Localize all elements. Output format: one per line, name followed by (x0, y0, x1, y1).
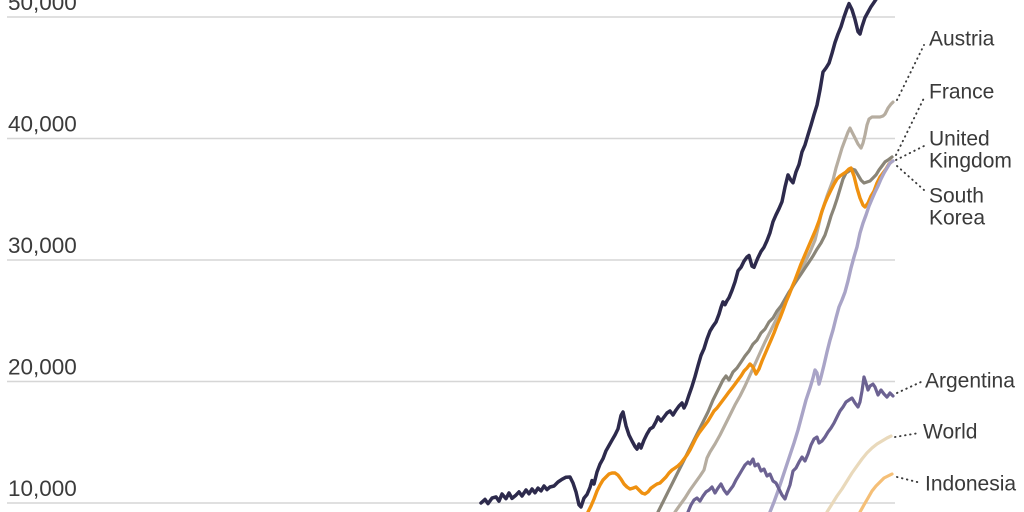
y-tick-label-50000: 50,000 (8, 0, 77, 15)
series-label-united-kingdom-line2: Kingdom (929, 150, 1012, 173)
series-label-indonesia: Indonesia (925, 473, 1016, 496)
series-label-south-korea-line2: Korea (929, 207, 985, 230)
line-unlabeled-top (479, 0, 878, 509)
leader-world (894, 432, 920, 438)
leader-south-korea (896, 165, 925, 191)
line-world (825, 434, 893, 512)
series-label-france: France (929, 81, 994, 104)
series-label-south-korea-line1: South (929, 185, 984, 208)
y-tick-label-10000: 10,000 (8, 476, 77, 501)
leader-united-kingdom (895, 145, 925, 161)
line-south-korea (768, 159, 895, 512)
gridlines (7, 16, 895, 504)
y-tick-label-20000: 20,000 (8, 355, 77, 380)
series-lines (479, 0, 895, 512)
line-united-kingdom (586, 159, 894, 512)
line-austria (673, 100, 895, 512)
leader-austria (896, 44, 925, 101)
series-label-united-kingdom-line1: United (929, 128, 990, 151)
y-tick-label-30000: 30,000 (8, 233, 77, 258)
leader-lines (894, 44, 925, 484)
line-indonesia (858, 472, 894, 512)
leader-argentina (896, 381, 922, 394)
leader-indonesia (896, 476, 922, 484)
y-axis-tick-labels: 10,000 20,000 30,000 40,000 50,000 (8, 0, 77, 501)
series-label-world: World (923, 421, 977, 444)
y-tick-label-40000: 40,000 (8, 112, 77, 137)
line-argentina (686, 375, 895, 512)
series-label-argentina: Argentina (925, 370, 1015, 393)
series-label-austria: Austria (929, 28, 995, 51)
leader-france (895, 97, 925, 156)
